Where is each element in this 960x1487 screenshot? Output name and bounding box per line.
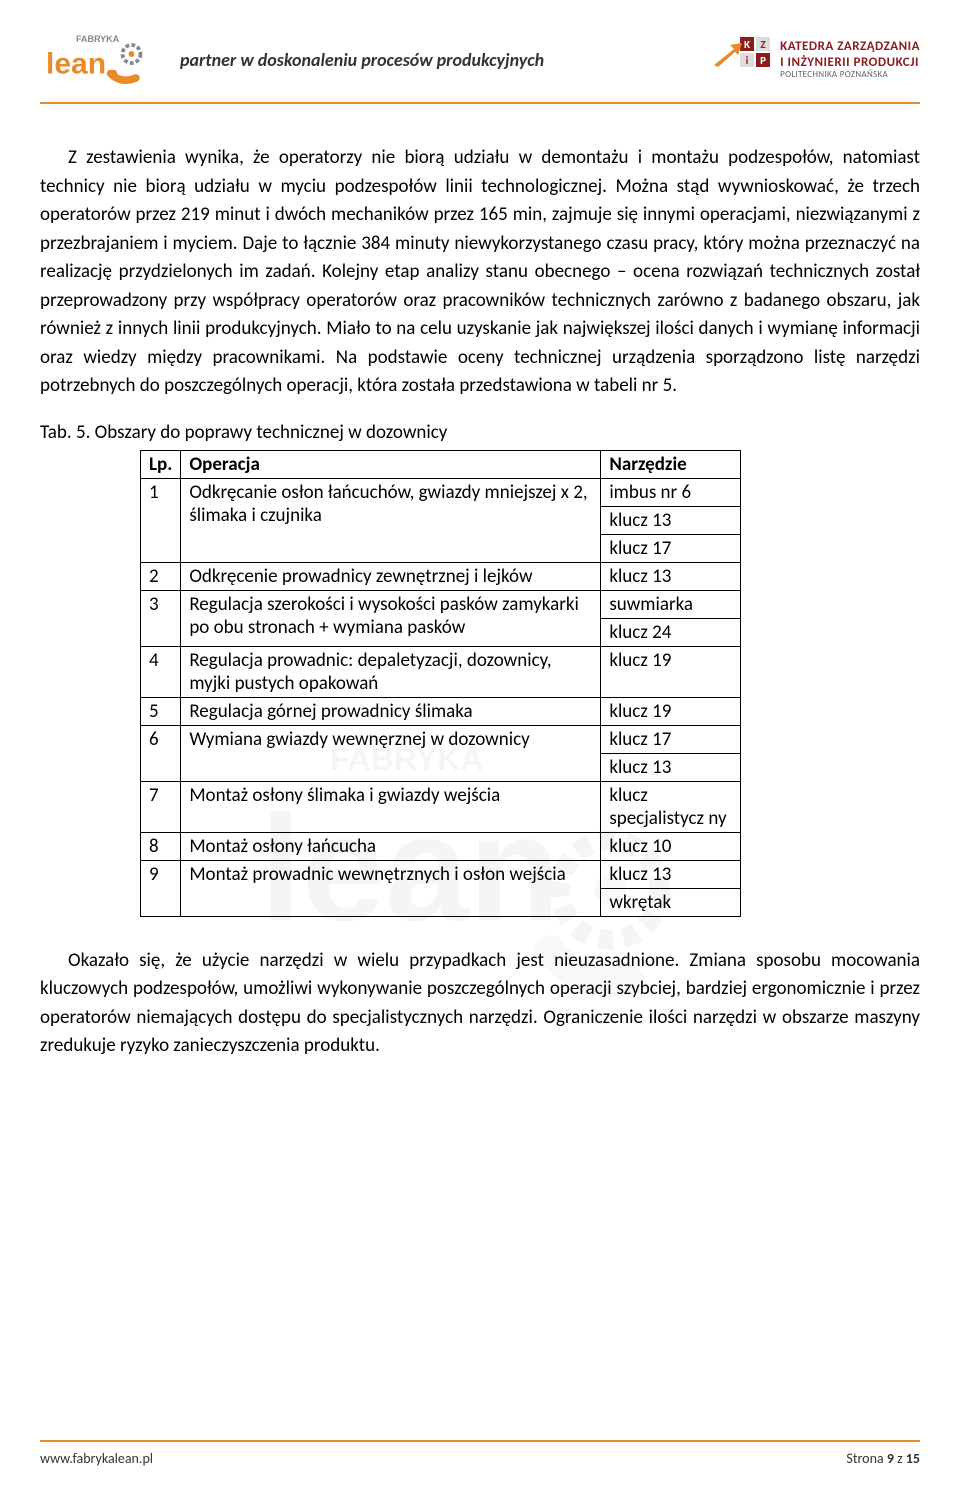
cell-op: Regulacja prowadnic: depaletyzacji, dozo… [181,646,601,697]
cell-tool: wkrętak [601,888,741,916]
cell-op: Montaż osłony ślimaka i gwiazdy wejścia [181,781,601,832]
logo-kzip: K Z i P KATEDRA ZARZĄDZANIA I INŻYNIERII… [712,35,920,85]
footer-page-sep: z [897,1450,903,1467]
paragraph-2-text: Okazało się, że użycie narzędzi w wielu … [40,947,920,1061]
cell-op: Wymiana gwiazdy wewnęrznej w dozownicy [181,725,601,781]
col-header-lp: Lp. [141,450,181,478]
cell-tool: klucz 17 [601,534,741,562]
cell-lp: 6 [141,725,181,781]
table-caption: Tab. 5. Obszary do poprawy technicznej w… [40,421,920,444]
footer-page-label: Strona [846,1450,883,1467]
paragraph-1: Z zestawienia wynika, że operatorzy nie … [40,144,920,401]
cell-tool: klucz specjalistycz ny [601,781,741,832]
logo-fabryka-lean: FABRYKA lean [40,30,160,90]
table-row: 6 Wymiana gwiazdy wewnęrznej w dozownicy… [141,725,741,753]
table-row: 8 Montaż osłony łańcucha klucz 10 [141,832,741,860]
logo-text-main: lean [46,48,106,81]
col-header-op: Operacja [181,450,601,478]
footer-page-number: Strona 9 z 15 [846,1450,920,1467]
logo-right-line2: I INŻYNIERII PRODUKCJI [780,55,920,71]
cell-op: Odkręcenie prowadnicy zewnętrznej i lejk… [181,562,601,590]
cell-lp: 1 [141,478,181,562]
cell-tool: klucz 24 [601,618,741,646]
tools-table: Lp. Operacja Narzędzie 1 Odkręcanie osło… [140,450,741,917]
cell-tool: suwmiarka [601,590,741,618]
svg-text:Z: Z [761,38,767,51]
cell-tool: klucz 13 [601,753,741,781]
cell-lp: 3 [141,590,181,646]
cell-tool: klucz 13 [601,860,741,888]
cell-tool: klucz 19 [601,646,741,697]
paragraph-1-text: Z zestawienia wynika, że operatorzy nie … [40,144,920,401]
svg-text:K: K [744,38,750,51]
cell-op: Regulacja górnej prowadnicy ślimaka [181,697,601,725]
cell-lp: 9 [141,860,181,916]
footer-page-current: 9 [887,1450,894,1467]
table-row: 5 Regulacja górnej prowadnicy ślimaka kl… [141,697,741,725]
cell-op: Regulacja szerokości i wysokości pasków … [181,590,601,646]
table-row: 1 Odkręcanie osłon łańcuchów, gwiazdy mn… [141,478,741,506]
svg-text:i: i [746,54,749,67]
cell-lp: 5 [141,697,181,725]
footer-page-total: 15 [906,1450,920,1467]
cell-tool: klucz 13 [601,562,741,590]
page-header: FABRYKA lean partner w doskonaleniu proc… [40,30,920,104]
table-row: 2 Odkręcenie prowadnicy zewnętrznej i le… [141,562,741,590]
cell-lp: 2 [141,562,181,590]
table-row: 7 Montaż osłony ślimaka i gwiazdy wejści… [141,781,741,832]
cell-op: Montaż osłony łańcucha [181,832,601,860]
cell-op: Montaż prowadnic wewnętrznych i osłon we… [181,860,601,916]
footer-url: www.fabrykalean.pl [40,1450,153,1467]
logo-right-line3: POLITECHNIKA POZNAŃSKA [780,70,920,81]
cell-op: Odkręcanie osłon łańcuchów, gwiazdy mnie… [181,478,601,562]
cell-tool: klucz 17 [601,725,741,753]
logo-text-top: FABRYKA [76,34,120,44]
table-row: 9 Montaż prowadnic wewnętrznych i osłon … [141,860,741,888]
cell-tool: klucz 10 [601,832,741,860]
table-row: 4 Regulacja prowadnic: depaletyzacji, do… [141,646,741,697]
header-tagline: partner w doskonaleniu procesów produkcy… [180,49,712,71]
logo-right-line1: KATEDRA ZARZĄDZANIA [780,39,920,55]
table-header-row: Lp. Operacja Narzędzie [141,450,741,478]
paragraph-2: Okazało się, że użycie narzędzi w wielu … [40,947,920,1061]
col-header-tool: Narzędzie [601,450,741,478]
cell-tool: imbus nr 6 [601,478,741,506]
cell-tool: klucz 13 [601,506,741,534]
cell-lp: 4 [141,646,181,697]
table-row: 3 Regulacja szerokości i wysokości paskó… [141,590,741,618]
svg-text:P: P [760,54,766,67]
cell-tool: klucz 19 [601,697,741,725]
cell-lp: 8 [141,832,181,860]
page-footer: www.fabrykalean.pl Strona 9 z 15 [40,1440,920,1467]
cell-lp: 7 [141,781,181,832]
